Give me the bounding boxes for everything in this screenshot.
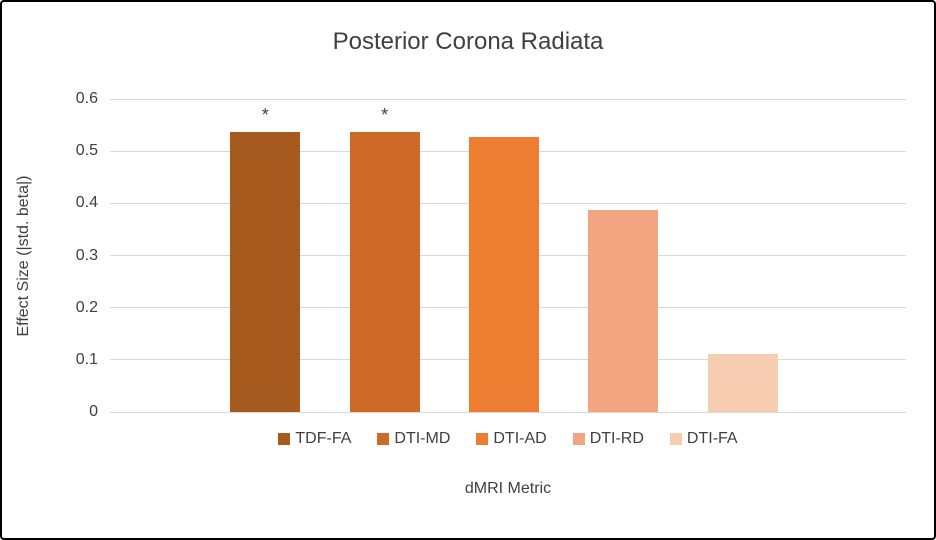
legend-item-dti-ad: DTI-AD (476, 430, 547, 448)
legend: TDF-FA DTI-MD DTI-AD DTI-RD DTI-FA (110, 430, 906, 448)
legend-swatch (476, 433, 489, 445)
y-tick-label: 0.2 (75, 298, 98, 316)
legend-label: DTI-MD (394, 430, 451, 447)
legend-label: TDF-FA (295, 430, 352, 447)
plot-area: * * (110, 98, 906, 413)
legend-item-dti-rd: DTI-RD (572, 430, 644, 448)
chart-title: Posterior Corona Radiata (332, 28, 604, 55)
y-tick-label: 0.3 (75, 246, 98, 264)
legend-item-tdf-fa: TDF-FA (278, 430, 351, 448)
y-tick-label: 0 (89, 403, 98, 420)
y-tick-label: 0.1 (75, 350, 98, 368)
y-tick-label: 0.5 (75, 142, 98, 160)
legend-item-dti-fa: DTI-FA (669, 430, 738, 448)
x-axis-title: dMRI Metric (464, 480, 552, 497)
y-tick-label: 0.6 (75, 90, 98, 107)
legend-swatch (377, 433, 390, 445)
legend-swatch (572, 433, 585, 445)
bar-dti-rd (588, 209, 659, 412)
legend-item-dti-md: DTI-MD (377, 430, 450, 448)
significance-asterisk: * (381, 104, 389, 125)
bar-dti-fa (707, 353, 778, 412)
legend-swatch (669, 433, 682, 445)
gridline (110, 411, 906, 413)
y-tick-label: 0.4 (75, 194, 98, 212)
bar-dti-ad (468, 137, 540, 412)
legend-label: DTI-AD (493, 430, 547, 447)
legend-label: DTI-RD (589, 430, 644, 447)
y-axis-title: Effect Size (|std. beta|) (15, 175, 32, 337)
legend-swatch (278, 433, 291, 445)
bar-tdf-fa (230, 131, 301, 412)
significance-asterisk: * (261, 104, 269, 125)
gridline (110, 98, 906, 100)
bar-dti-md (349, 131, 420, 412)
legend-label: DTI-FA (686, 430, 738, 447)
